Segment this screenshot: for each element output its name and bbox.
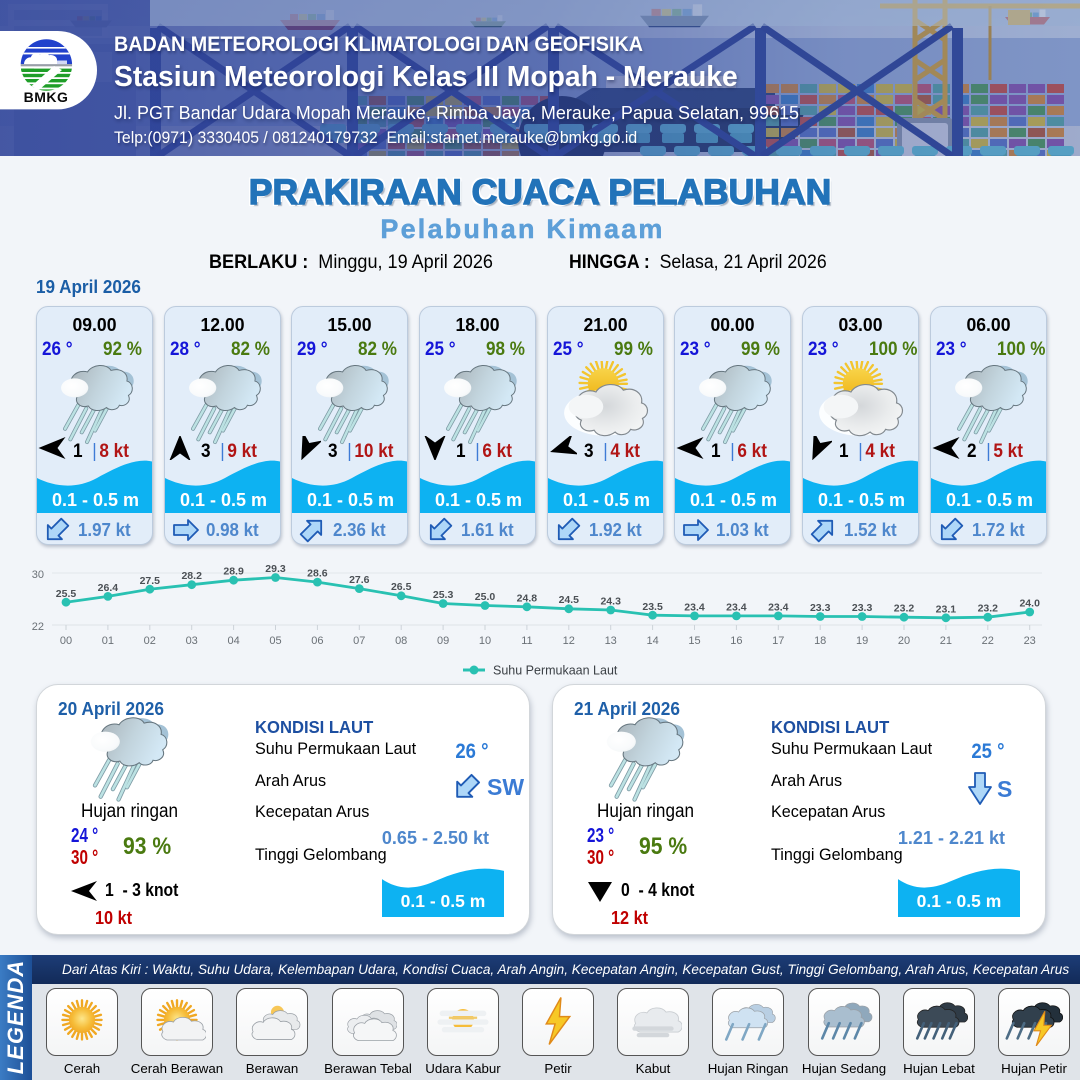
svg-text:20: 20 xyxy=(898,635,910,647)
svg-text:15: 15 xyxy=(688,635,700,647)
svg-text:22: 22 xyxy=(32,621,44,633)
svg-text:09: 09 xyxy=(437,635,449,647)
svg-text:24.8: 24.8 xyxy=(517,592,538,604)
svg-text:28.2: 28.2 xyxy=(181,570,202,582)
svg-text:23.5: 23.5 xyxy=(642,601,663,613)
svg-text:26.5: 26.5 xyxy=(391,581,412,593)
svg-text:23.3: 23.3 xyxy=(810,602,831,614)
svg-text:29.3: 29.3 xyxy=(265,563,286,575)
svg-text:28.9: 28.9 xyxy=(223,566,244,578)
svg-text:23: 23 xyxy=(1024,635,1036,647)
svg-text:23.4: 23.4 xyxy=(726,601,747,613)
svg-text:26.4: 26.4 xyxy=(98,582,119,594)
svg-text:25.3: 25.3 xyxy=(433,589,454,601)
svg-text:04: 04 xyxy=(227,635,239,647)
svg-text:25.5: 25.5 xyxy=(56,588,77,600)
svg-text:16: 16 xyxy=(730,635,742,647)
svg-text:BMKG: BMKG xyxy=(24,89,69,105)
svg-text:01: 01 xyxy=(102,635,114,647)
svg-text:06: 06 xyxy=(311,635,323,647)
svg-text:23.2: 23.2 xyxy=(894,603,915,615)
svg-text:07: 07 xyxy=(353,635,365,647)
svg-text:05: 05 xyxy=(269,635,281,647)
svg-text:28.6: 28.6 xyxy=(307,568,328,580)
svg-text:17: 17 xyxy=(772,635,784,647)
svg-text:12: 12 xyxy=(563,635,575,647)
svg-text:10: 10 xyxy=(479,635,491,647)
svg-text:27.6: 27.6 xyxy=(349,574,370,586)
svg-text:30: 30 xyxy=(32,569,44,581)
svg-text:08: 08 xyxy=(395,635,407,647)
svg-text:23.4: 23.4 xyxy=(684,601,705,613)
svg-text:25.0: 25.0 xyxy=(475,591,496,603)
svg-text:03: 03 xyxy=(186,635,198,647)
svg-text:11: 11 xyxy=(521,635,532,647)
svg-text:Suhu Permukaan Laut: Suhu Permukaan Laut xyxy=(493,664,618,678)
svg-text:23.3: 23.3 xyxy=(852,602,873,614)
svg-text:21: 21 xyxy=(940,635,952,647)
svg-text:02: 02 xyxy=(144,635,156,647)
svg-text:24.3: 24.3 xyxy=(600,596,621,608)
svg-text:23.4: 23.4 xyxy=(768,601,789,613)
svg-text:19: 19 xyxy=(856,635,868,647)
svg-text:18: 18 xyxy=(814,635,826,647)
svg-text:23.2: 23.2 xyxy=(978,603,999,615)
svg-text:24.5: 24.5 xyxy=(559,594,580,606)
svg-text:24.0: 24.0 xyxy=(1019,598,1040,610)
svg-text:22: 22 xyxy=(982,635,994,647)
svg-text:13: 13 xyxy=(605,635,617,647)
svg-text:14: 14 xyxy=(646,635,658,647)
svg-text:27.5: 27.5 xyxy=(140,575,161,587)
svg-text:00: 00 xyxy=(60,635,72,647)
svg-text:23.1: 23.1 xyxy=(936,603,957,615)
